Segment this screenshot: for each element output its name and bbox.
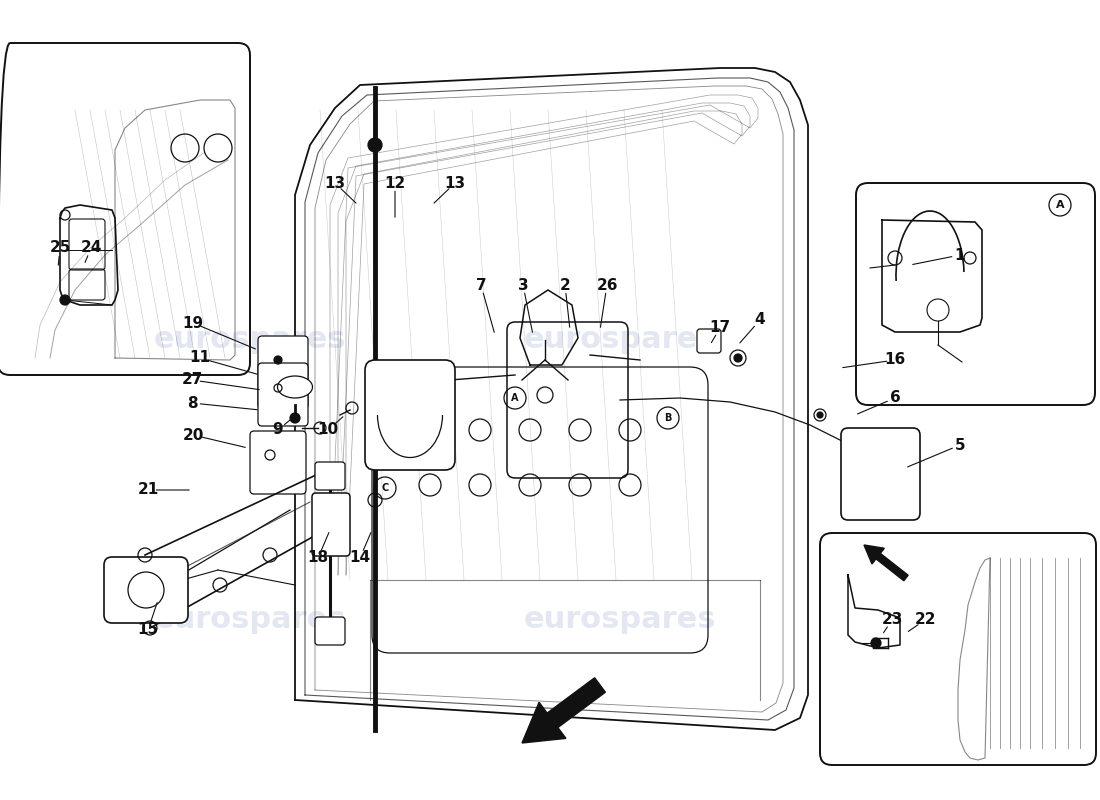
Text: 7: 7 — [475, 278, 486, 293]
Text: 21: 21 — [138, 482, 158, 498]
Text: 19: 19 — [183, 315, 204, 330]
FancyBboxPatch shape — [258, 336, 308, 409]
FancyBboxPatch shape — [697, 329, 720, 353]
Text: eurospares: eurospares — [154, 606, 346, 634]
Text: 2: 2 — [560, 278, 571, 293]
Circle shape — [290, 413, 300, 423]
Text: B: B — [664, 413, 672, 423]
Circle shape — [274, 356, 282, 364]
Text: 6: 6 — [890, 390, 901, 406]
Text: 25: 25 — [50, 241, 70, 255]
Text: eurospares: eurospares — [154, 326, 346, 354]
Text: 16: 16 — [884, 353, 905, 367]
Text: eurospares: eurospares — [524, 606, 716, 634]
Text: 13: 13 — [444, 175, 465, 190]
Text: 1: 1 — [955, 247, 966, 262]
FancyArrow shape — [864, 545, 909, 581]
Text: A: A — [512, 393, 519, 403]
FancyBboxPatch shape — [315, 617, 345, 645]
Text: C: C — [382, 483, 388, 493]
Circle shape — [871, 638, 881, 648]
Ellipse shape — [277, 376, 312, 398]
Text: 24: 24 — [80, 241, 101, 255]
Text: 11: 11 — [189, 350, 210, 366]
Text: 20: 20 — [183, 427, 204, 442]
Text: 12: 12 — [384, 175, 406, 190]
Text: A: A — [1056, 200, 1065, 210]
Text: 17: 17 — [710, 321, 730, 335]
Text: 3: 3 — [518, 278, 528, 293]
Circle shape — [734, 354, 742, 362]
FancyBboxPatch shape — [842, 428, 920, 520]
FancyBboxPatch shape — [250, 431, 306, 494]
Text: 10: 10 — [318, 422, 339, 438]
Text: 5: 5 — [955, 438, 966, 453]
FancyBboxPatch shape — [312, 493, 350, 556]
Circle shape — [368, 138, 382, 152]
Text: eurospares: eurospares — [524, 326, 716, 354]
Text: 18: 18 — [307, 550, 329, 566]
Text: 9: 9 — [273, 422, 284, 438]
FancyBboxPatch shape — [365, 360, 455, 470]
FancyBboxPatch shape — [104, 557, 188, 623]
Text: 23: 23 — [881, 613, 903, 627]
Text: 8: 8 — [187, 395, 197, 410]
Text: 4: 4 — [755, 313, 766, 327]
FancyBboxPatch shape — [258, 363, 308, 426]
Text: 22: 22 — [914, 613, 936, 627]
Circle shape — [817, 412, 823, 418]
Text: 15: 15 — [138, 622, 158, 638]
Text: 27: 27 — [182, 373, 202, 387]
Text: 14: 14 — [350, 550, 371, 566]
FancyArrow shape — [522, 678, 605, 743]
Text: 13: 13 — [324, 175, 345, 190]
Circle shape — [60, 295, 70, 305]
Text: 26: 26 — [596, 278, 618, 293]
FancyBboxPatch shape — [315, 462, 345, 490]
